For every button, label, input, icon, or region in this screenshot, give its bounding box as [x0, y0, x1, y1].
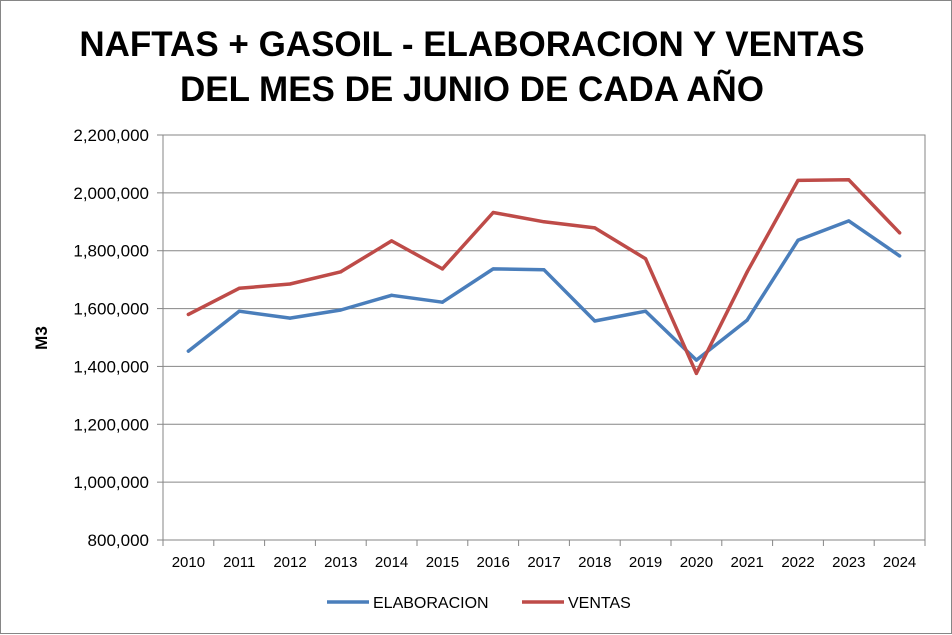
x-tick-label: 2015 — [426, 554, 459, 571]
data-point-ventas — [288, 282, 292, 286]
data-point-elaboracion — [593, 319, 597, 323]
legend-label-ventas: VENTAS — [568, 595, 631, 612]
x-tick-label: 2010 — [172, 554, 205, 571]
x-tick-label: 2024 — [883, 554, 916, 571]
data-point-ventas — [796, 178, 800, 183]
data-point-ventas — [593, 226, 597, 230]
data-point-ventas — [644, 257, 648, 261]
data-point-elaboracion — [542, 268, 546, 272]
x-tick-label: 2023 — [832, 554, 865, 571]
x-tick-label: 2019 — [629, 554, 662, 571]
data-series — [186, 178, 902, 376]
y-tick-label: 1,800,000 — [73, 242, 149, 261]
data-point-ventas — [186, 312, 190, 316]
data-point-ventas — [491, 210, 495, 215]
legend: ELABORACION VENTAS — [327, 595, 631, 612]
x-tick-label: 2013 — [324, 554, 357, 571]
y-tick-label: 1,200,000 — [73, 415, 149, 434]
data-point-elaboracion — [694, 358, 699, 362]
data-point-ventas — [898, 231, 902, 235]
y-tick-label: 1,400,000 — [73, 357, 149, 376]
x-axis: 2010 2011 2012 2013 2014 2015 2016 2017 2018 2019… — [162, 540, 926, 571]
x-tick-label: 2012 — [273, 554, 306, 571]
data-point-ventas — [440, 267, 444, 271]
data-point-ventas — [237, 286, 241, 290]
data-point-elaboracion — [796, 238, 800, 242]
x-tick-label: 2022 — [781, 554, 814, 571]
data-point-ventas — [847, 178, 851, 182]
data-point-elaboracion — [898, 254, 902, 258]
data-point-ventas — [694, 371, 699, 375]
y-axis-label: M3 — [32, 326, 51, 350]
x-tick-label: 2016 — [477, 554, 510, 571]
data-point-elaboracion — [288, 316, 292, 320]
x-tick-label: 2017 — [527, 554, 560, 571]
y-tick-label: 2,000,000 — [73, 184, 149, 203]
x-tick-label: 2014 — [375, 554, 408, 571]
data-point-ventas — [339, 270, 343, 274]
chart-title-line-2: DEL MES DE JUNIO DE CADA AÑO — [180, 70, 764, 109]
legend-label-elaboracion: ELABORACION — [373, 595, 489, 612]
data-point-elaboracion — [237, 309, 241, 313]
x-tick-label: 2020 — [680, 554, 713, 571]
x-tick-label: 2018 — [578, 554, 611, 571]
data-point-elaboracion — [847, 219, 851, 223]
gridlines — [163, 192, 925, 483]
series-line-ventas — [186, 178, 902, 376]
x-tick-label: 2011 — [223, 554, 255, 571]
plot-area-border — [162, 134, 926, 541]
chart-title-line-1: NAFTAS + GASOIL - ELABORACION Y VENTAS — [79, 25, 864, 64]
data-point-elaboracion — [491, 267, 495, 271]
y-tick-label: 1,600,000 — [73, 300, 149, 319]
data-point-elaboracion — [186, 349, 190, 353]
data-point-elaboracion — [440, 300, 444, 304]
series-line-elaboracion — [186, 219, 902, 362]
data-point-elaboracion — [745, 318, 749, 322]
y-tick-label: 1,000,000 — [73, 473, 149, 492]
plot-area — [162, 134, 926, 541]
chart-title: NAFTAS + GASOIL - ELABORACION Y VENTAS D… — [79, 25, 864, 109]
x-tick-label: 2021 — [731, 554, 764, 571]
data-point-ventas — [390, 239, 394, 243]
data-point-ventas — [542, 220, 546, 224]
y-tick-label: 2,200,000 — [73, 126, 149, 145]
data-point-elaboracion — [644, 309, 648, 313]
data-point-ventas — [745, 270, 749, 274]
y-axis: 800,000 1,000,000 1,200,000 1,400,000 1,600,… — [73, 126, 163, 550]
data-point-elaboracion — [339, 308, 343, 312]
y-tick-label: 800,000 — [88, 531, 149, 550]
data-point-elaboracion — [390, 293, 394, 297]
